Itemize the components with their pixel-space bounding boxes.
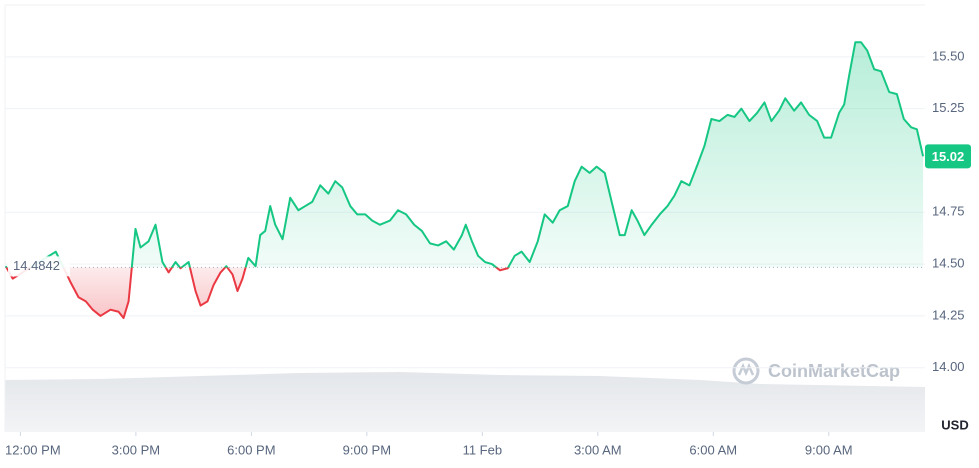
y-tick-label: 14.75 — [932, 204, 965, 219]
x-tick-label: 12:00 PM — [5, 442, 61, 457]
price-area — [5, 42, 924, 318]
price-tag-label: 15.02 — [932, 149, 965, 164]
volume-area — [5, 372, 925, 432]
watermark-text: CoinMarketCap — [768, 361, 900, 381]
y-tick-label: 14.00 — [932, 359, 965, 374]
y-tick-label: 14.50 — [932, 256, 965, 271]
x-tick-label: 9:00 AM — [805, 442, 853, 457]
x-tick-label: 3:00 AM — [574, 442, 622, 457]
x-tick-label: 11 Feb — [463, 442, 503, 457]
watermark: CoinMarketCap — [732, 357, 900, 385]
y-tick-label: 14.25 — [932, 307, 965, 322]
price-tag — [925, 144, 971, 169]
baseline-label: 14.4842 — [13, 258, 60, 273]
y-tick-label: 15.25 — [932, 100, 965, 115]
x-tick-label: 3:00 PM — [112, 442, 160, 457]
price-line — [4, 41, 925, 319]
y-tick-label: 15.50 — [932, 48, 965, 63]
x-tick-label: 6:00 PM — [227, 442, 275, 457]
baseline-label-bg — [8, 256, 70, 277]
y-axis-unit: USD — [941, 417, 968, 432]
x-tick-label: 9:00 PM — [343, 442, 391, 457]
x-tick-label: 6:00 AM — [689, 442, 737, 457]
